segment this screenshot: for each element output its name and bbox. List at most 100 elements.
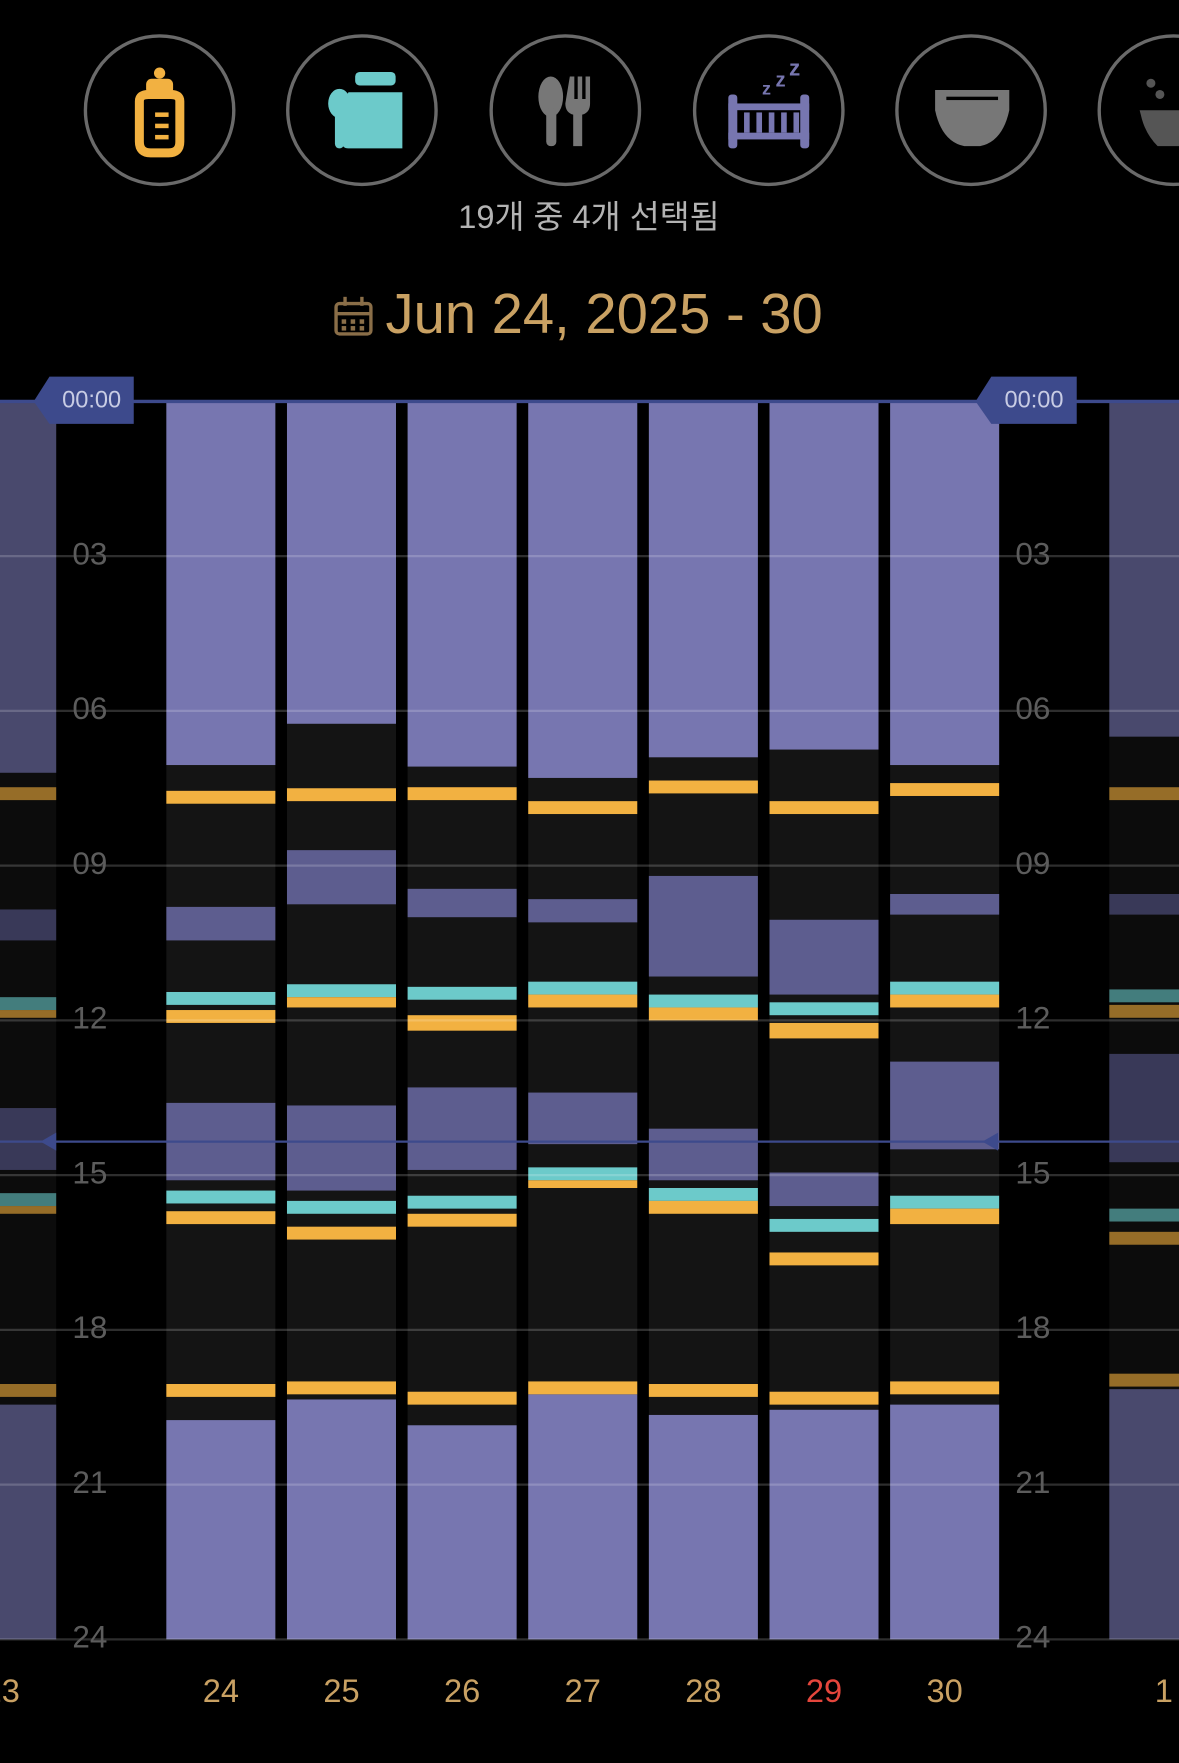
- day-column: [890, 401, 1000, 1640]
- day-column: [769, 401, 879, 1640]
- bottle-button[interactable]: [83, 34, 236, 187]
- event-block: [528, 981, 638, 995]
- event-block: [0, 1193, 57, 1207]
- svg-text:z: z: [762, 79, 771, 99]
- sleep-button[interactable]: [692, 34, 845, 187]
- day-label: 24: [203, 1672, 239, 1709]
- event-block: [890, 1404, 1000, 1640]
- event-block: [166, 1211, 276, 1225]
- y-tick-label: 06: [72, 691, 107, 726]
- svg-text:z: z: [776, 69, 786, 91]
- y-tick-label: 21: [1015, 1465, 1050, 1500]
- date-range[interactable]: Jun 24, 2025 - 30: [386, 282, 823, 345]
- selection-count: 19개 중 4개 선택됨: [458, 198, 719, 235]
- bottle-icon: [134, 67, 185, 158]
- event-block: [648, 1007, 758, 1021]
- event-block: [648, 401, 758, 758]
- event-block: [890, 401, 1000, 766]
- event-block: [648, 780, 758, 794]
- event-block: [528, 1394, 638, 1640]
- event-block: [648, 1187, 758, 1201]
- event-block: [0, 1010, 57, 1018]
- event-block: [528, 401, 638, 778]
- event-block: [407, 1087, 517, 1170]
- start-badge: [975, 376, 1077, 424]
- now-marker: [982, 1132, 999, 1151]
- event-block: [407, 1391, 517, 1405]
- event-block: [286, 1226, 396, 1240]
- y-tick-label: 21: [72, 1465, 107, 1500]
- event-block: [648, 1414, 758, 1640]
- event-block: [890, 994, 1000, 1008]
- event-block: [1109, 1389, 1179, 1640]
- more-button[interactable]: [1097, 34, 1179, 187]
- event-block: [890, 783, 1000, 796]
- day-column: [1109, 401, 1179, 1640]
- event-block: [166, 401, 276, 766]
- event-block: [528, 1180, 638, 1188]
- meal-button[interactable]: [489, 34, 642, 187]
- start-badge: [33, 376, 134, 424]
- event-block: [648, 1128, 758, 1181]
- formula-icon: [328, 71, 403, 149]
- event-block: [528, 801, 638, 815]
- crib-icon: z z z: [728, 56, 810, 149]
- event-block: [1109, 1208, 1179, 1222]
- event-block: [648, 1200, 758, 1214]
- day-column: [286, 401, 396, 1640]
- formula-button[interactable]: [286, 34, 438, 187]
- event-block: [166, 1420, 276, 1640]
- event-block: [286, 401, 396, 724]
- start-badge-label: 00:00: [1004, 388, 1063, 414]
- potty-icon: [1139, 78, 1179, 147]
- event-block: [769, 1252, 879, 1266]
- event-block: [769, 401, 879, 750]
- event-block: [0, 1383, 57, 1397]
- event-block: [1109, 787, 1179, 801]
- event-block: [286, 788, 396, 802]
- event-block: [1109, 1231, 1179, 1245]
- event-block: [890, 893, 1000, 915]
- event-block: [407, 888, 517, 918]
- event-block: [769, 1002, 879, 1016]
- day-column: [0, 401, 57, 1640]
- event-block: [769, 1409, 879, 1640]
- now-marker: [40, 1132, 57, 1151]
- day-label: 26: [444, 1672, 480, 1709]
- day-label: 1: [1155, 1672, 1173, 1709]
- event-block: [769, 801, 879, 815]
- y-tick-label: 24: [1015, 1620, 1050, 1655]
- event-block: [1109, 401, 1179, 737]
- y-tick-label: 09: [1015, 846, 1050, 881]
- calendar-icon[interactable]: [334, 296, 373, 336]
- event-block: [528, 899, 638, 923]
- y-tick-label: 24: [72, 1620, 107, 1655]
- event-block: [528, 1092, 638, 1145]
- y-tick-label: 03: [1015, 536, 1050, 571]
- event-block: [0, 1206, 57, 1214]
- event-block: [890, 1208, 1000, 1225]
- day-label: 29: [806, 1672, 842, 1709]
- event-block: [1109, 893, 1179, 915]
- event-block: [648, 1383, 758, 1397]
- day-label: 28: [685, 1672, 721, 1709]
- event-block: [286, 997, 396, 1008]
- event-block: [166, 1010, 276, 1023]
- event-block: [769, 1218, 879, 1232]
- event-block: [890, 1195, 1000, 1209]
- y-tick-label: 18: [72, 1310, 107, 1345]
- diaper-button[interactable]: [895, 34, 1047, 187]
- event-block: [890, 981, 1000, 995]
- event-block: [407, 1425, 517, 1640]
- event-block: [648, 875, 758, 977]
- event-block: [1109, 1004, 1179, 1018]
- event-block: [407, 1195, 517, 1209]
- event-block: [769, 919, 879, 995]
- event-block: [769, 1391, 879, 1405]
- svg-text:z: z: [789, 56, 800, 81]
- event-block: [1109, 989, 1179, 1003]
- day-label: 27: [565, 1672, 601, 1709]
- event-block: [407, 986, 517, 1000]
